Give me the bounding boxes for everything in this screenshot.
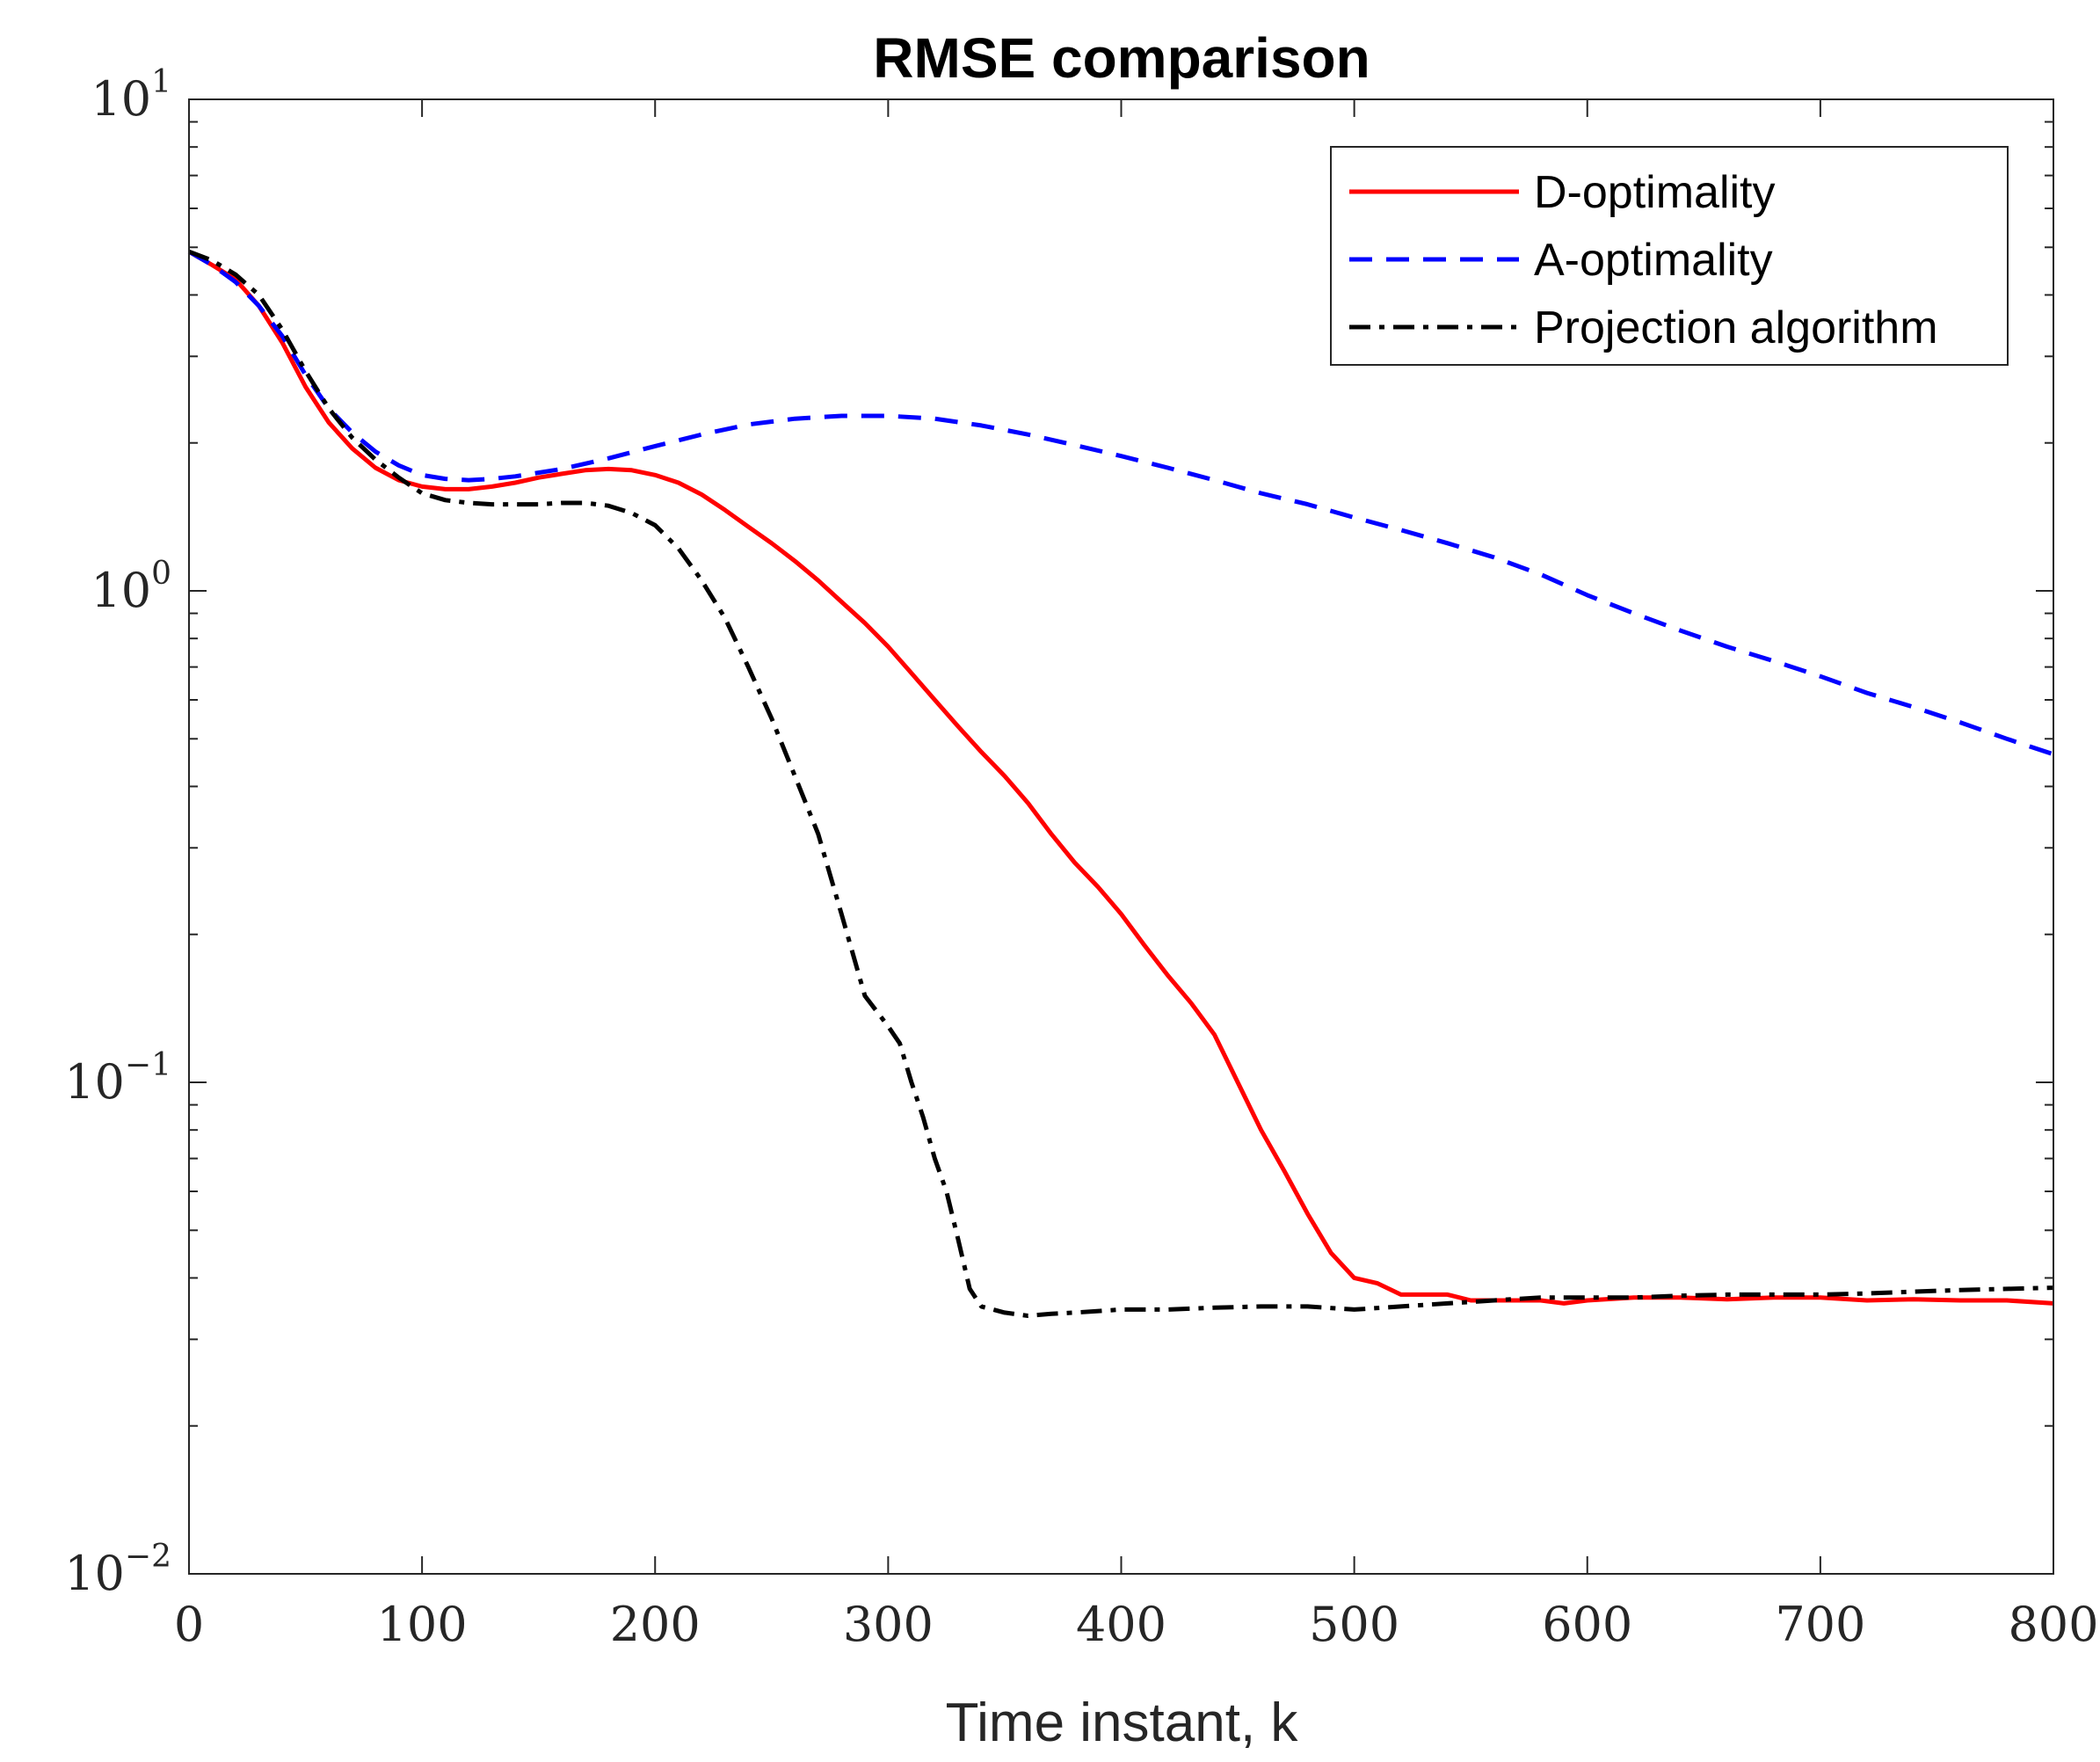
y-tick-label: 101 [91, 64, 171, 127]
y-tick-exponent: 0 [151, 556, 171, 592]
minor-ticks [189, 120, 2053, 1427]
chart-title: RMSE comparison [873, 26, 1370, 90]
y-tick-exponent: 1 [151, 64, 171, 100]
x-axis-ticks: 0 100 200 300 400 500 600 700 800 [174, 99, 2099, 1652]
legend-label: D-optimality [1534, 167, 1776, 218]
x-tick-label: 100 [377, 1597, 468, 1652]
x-tick-label: 300 [843, 1597, 934, 1652]
x-tick-label: 500 [1309, 1597, 1399, 1652]
y-tick-base: 10 [91, 71, 151, 127]
series-layer [187, 249, 2054, 1318]
y-tick-exponent: −2 [125, 1539, 171, 1575]
legend: D-optimality A-optimality Projection algor… [1330, 146, 2009, 366]
legend-label: A-optimality [1534, 235, 1773, 286]
y-tick-label: 10−2 [64, 1539, 171, 1601]
series-line-projection-algorithm [188, 249, 2054, 1318]
series-line-a-optimality [187, 250, 2054, 757]
y-tick-label: 100 [91, 556, 171, 618]
legend-label: Projection algorithm [1534, 302, 1938, 353]
y-tick-exponent: −1 [125, 1047, 171, 1083]
x-tick-label: 0 [174, 1597, 204, 1652]
y-tick-label: 10−1 [64, 1047, 171, 1110]
x-axis-label: Time instant, k [946, 1693, 1299, 1753]
plot-frame [188, 98, 2054, 1575]
x-tick-label: 700 [1775, 1597, 1865, 1652]
y-tick-base: 10 [91, 563, 151, 618]
x-tick-label: 400 [1076, 1597, 1166, 1652]
y-tick-base: 10 [64, 1054, 125, 1110]
series-line-d-optimality [187, 250, 2054, 1306]
x-tick-label: 200 [610, 1597, 701, 1652]
x-tick-label: 600 [1542, 1597, 1632, 1652]
y-tick-base: 10 [64, 1546, 125, 1601]
x-tick-label: 800 [2008, 1597, 2098, 1652]
